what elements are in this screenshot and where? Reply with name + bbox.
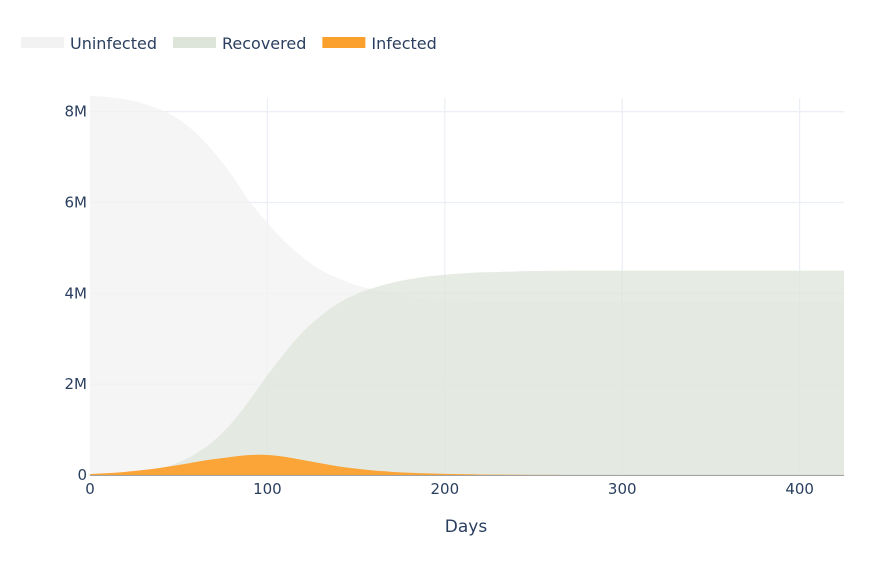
legend-label: Uninfected <box>70 34 157 53</box>
area-series-recovered[interactable] <box>90 270 844 475</box>
area-series-infected[interactable] <box>90 454 844 475</box>
plot-area <box>90 95 844 475</box>
legend-item-recovered[interactable]: Recovered <box>172 34 306 53</box>
legend-swatch <box>322 37 366 48</box>
legend-item-uninfected[interactable]: Uninfected <box>21 34 157 53</box>
x-tick-label: 100 <box>253 480 282 498</box>
x-tick-label: 300 <box>608 480 637 498</box>
y-tick-label: 6M <box>65 193 88 211</box>
y-tick-label: 2M <box>65 375 88 393</box>
legend-swatch <box>172 37 216 48</box>
legend-item-infected[interactable]: Infected <box>322 34 437 53</box>
legend-swatch <box>21 37 64 48</box>
x-axis-title: Days <box>445 517 488 537</box>
y-tick-label: 0 <box>77 466 87 484</box>
legend-label: Recovered <box>222 34 306 53</box>
tick-labels: 0 100 200 300 400 0 2M 4M 6M 8M <box>65 103 814 498</box>
x-tick-label: 200 <box>431 480 460 498</box>
x-tick-label: 0 <box>85 480 95 498</box>
y-tick-label: 8M <box>65 103 88 121</box>
legend-label: Infected <box>371 34 436 53</box>
legend[interactable]: Uninfected Recovered Infected <box>21 34 437 53</box>
x-tick-label: 400 <box>785 480 814 498</box>
y-tick-label: 4M <box>65 284 88 302</box>
